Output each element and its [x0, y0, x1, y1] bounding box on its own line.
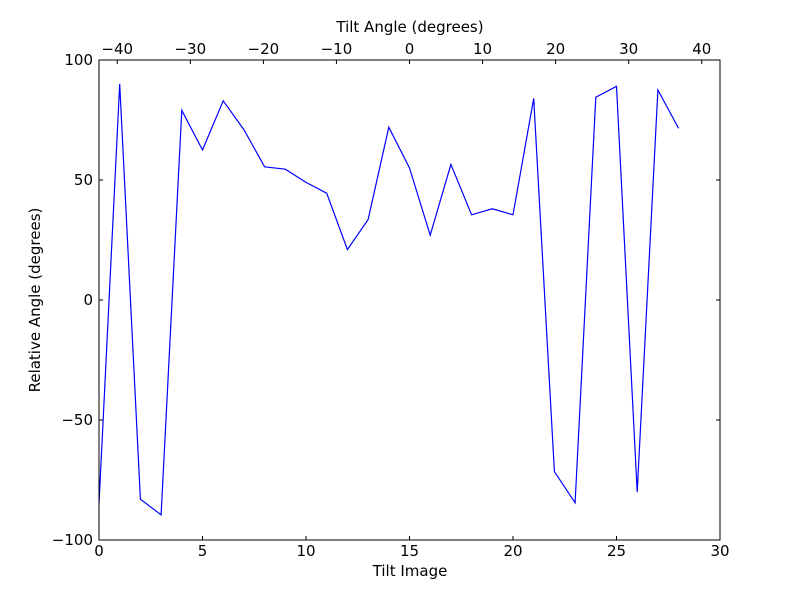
- x-tick-label: 15: [400, 542, 419, 560]
- x-axis-label: Tilt Image: [372, 562, 448, 580]
- y-tick-label: 50: [74, 171, 93, 189]
- top-x-tick-label: −30: [174, 40, 206, 58]
- top-x-tick-label: 0: [405, 40, 415, 58]
- series-line: [98, 83, 680, 516]
- x-tick-label: 10: [296, 542, 315, 560]
- plot-area: [98, 83, 680, 516]
- x-tick-label: 5: [198, 542, 208, 560]
- top-x-tick-label: −40: [101, 40, 133, 58]
- top-x-tick-label: −20: [248, 40, 280, 58]
- x-tick-label: 30: [710, 542, 729, 560]
- y-tick-label: 0: [83, 291, 93, 309]
- top-x-tick-label: 20: [546, 40, 565, 58]
- y-tick-label: −100: [52, 531, 93, 549]
- y-tick-label: 100: [64, 51, 93, 69]
- y-axis-label: Relative Angle (degrees): [26, 208, 44, 393]
- top-x-tick-label: 40: [692, 40, 711, 58]
- x-tick-label: 20: [503, 542, 522, 560]
- y-tick-label: −50: [61, 411, 93, 429]
- top-x-axis-label: Tilt Angle (degrees): [335, 18, 483, 36]
- x-tick-label: 25: [607, 542, 626, 560]
- axes: 0 5 10 15 20 25 30−40 −30 −20 −10 0 10 20 30 40−100−50…: [52, 40, 730, 560]
- top-x-tick-label: 10: [473, 40, 492, 58]
- x-tick-label: 0: [94, 542, 104, 560]
- top-x-tick-label: −10: [321, 40, 353, 58]
- top-x-tick-label: 30: [619, 40, 638, 58]
